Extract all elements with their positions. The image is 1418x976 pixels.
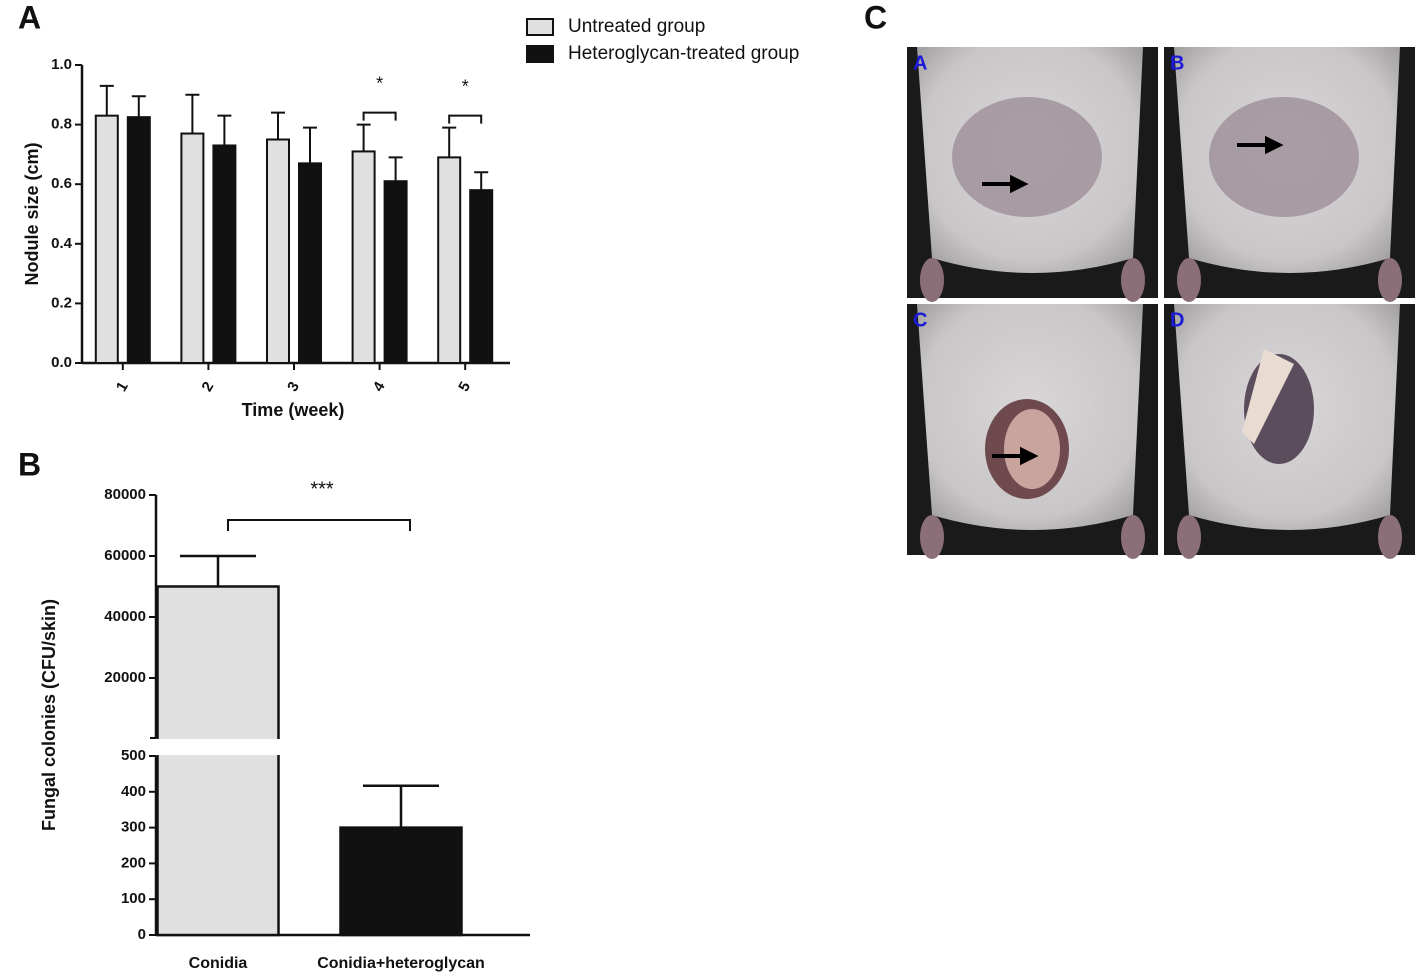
bar: [94, 114, 119, 364]
bar: [339, 826, 463, 937]
foot: [1177, 515, 1201, 559]
y-tick-label: 100: [121, 890, 146, 907]
x-tick-label: Conidia+heteroglycan: [317, 955, 485, 972]
legend-swatch: [526, 45, 554, 63]
photo-label: C: [913, 309, 927, 331]
y-tick-label: 60000: [104, 547, 146, 564]
y-tick-label: 80000: [104, 486, 146, 503]
error-bar: [185, 93, 200, 134]
photo-label: A: [913, 52, 927, 74]
error-bar: [442, 126, 457, 158]
x-tick-label: 2: [198, 379, 217, 395]
y-tick-label: 0: [138, 926, 146, 943]
y-tick-label: 0.6: [51, 175, 72, 192]
significance-label: ***: [310, 478, 334, 500]
bar: [383, 180, 408, 364]
legend-label: Untreated group: [568, 16, 705, 37]
photo: D: [1164, 304, 1415, 559]
y-tick-label: 0.2: [51, 294, 72, 311]
foot: [920, 258, 944, 302]
error-bar: [217, 114, 232, 146]
y-tick-label: 0.0: [51, 354, 72, 371]
significance-bracket: [227, 518, 411, 531]
significance-label: *: [462, 76, 469, 96]
panel-label: C: [864, 0, 887, 35]
x-tick-label: 4: [370, 378, 389, 394]
y-tick-label: 300: [121, 819, 146, 836]
x-tick-label: 3: [284, 379, 303, 395]
y-tick-label: 40000: [104, 608, 146, 625]
y-tick-label: 500: [121, 747, 146, 764]
bar: [266, 138, 290, 364]
break-gap: [154, 739, 282, 755]
bar: [212, 144, 237, 364]
foot: [920, 515, 944, 559]
tissue: [1004, 409, 1060, 489]
foot: [1378, 258, 1402, 302]
photo: A: [907, 47, 1158, 302]
bar: [437, 156, 462, 364]
bar: [351, 150, 376, 364]
photo-label: B: [1170, 52, 1184, 74]
y-tick-label: 0.8: [51, 116, 72, 133]
bar: [126, 116, 151, 365]
bar: [469, 189, 494, 364]
foot: [1378, 515, 1402, 559]
photo: C: [907, 304, 1158, 559]
photo: B: [1164, 47, 1415, 302]
panel-label: A: [18, 0, 41, 35]
error-bar: [180, 554, 256, 587]
foot: [1177, 258, 1201, 302]
x-tick-label: Conidia: [189, 955, 248, 972]
error-bar: [363, 784, 439, 828]
y-tick-label: 200: [121, 854, 146, 871]
bar: [180, 132, 205, 364]
significance-bracket: [448, 114, 483, 124]
arrow: [992, 446, 1039, 466]
y-tick-label: 20000: [104, 669, 146, 686]
x-tick-label: 5: [455, 379, 474, 395]
foot: [1121, 515, 1145, 559]
y-tick-label: 400: [121, 783, 146, 800]
error-bar: [356, 123, 371, 152]
arrow: [982, 174, 1029, 194]
y-tick-label: 0.4: [51, 235, 73, 252]
error-bar: [99, 84, 114, 116]
bar: [156, 585, 280, 937]
significance-label: *: [376, 73, 383, 93]
error-bar: [388, 156, 403, 182]
y-axis-label: Nodule size (cm): [22, 142, 42, 285]
x-axis-label: Time (week): [242, 400, 345, 420]
panel-label: B: [18, 446, 41, 482]
skin-flap: [1242, 349, 1294, 444]
error-bar: [271, 111, 285, 140]
error-bar: [131, 95, 146, 118]
legend-label: Heteroglycan-treated group: [568, 43, 799, 64]
foot: [1121, 258, 1145, 302]
x-tick-label: 1: [113, 379, 132, 395]
legend-swatch: [526, 18, 554, 36]
shaved-area: [952, 97, 1102, 217]
error-bar: [474, 171, 489, 191]
y-tick-label: 1.0: [51, 56, 72, 73]
bar: [298, 162, 322, 364]
arrow: [1237, 135, 1284, 155]
y-axis-label: Fungal colonies (CFU/skin): [39, 599, 59, 831]
error-bar: [303, 126, 317, 164]
photo-label: D: [1170, 309, 1184, 331]
significance-bracket: [362, 111, 397, 121]
shaved-area: [1209, 97, 1359, 217]
